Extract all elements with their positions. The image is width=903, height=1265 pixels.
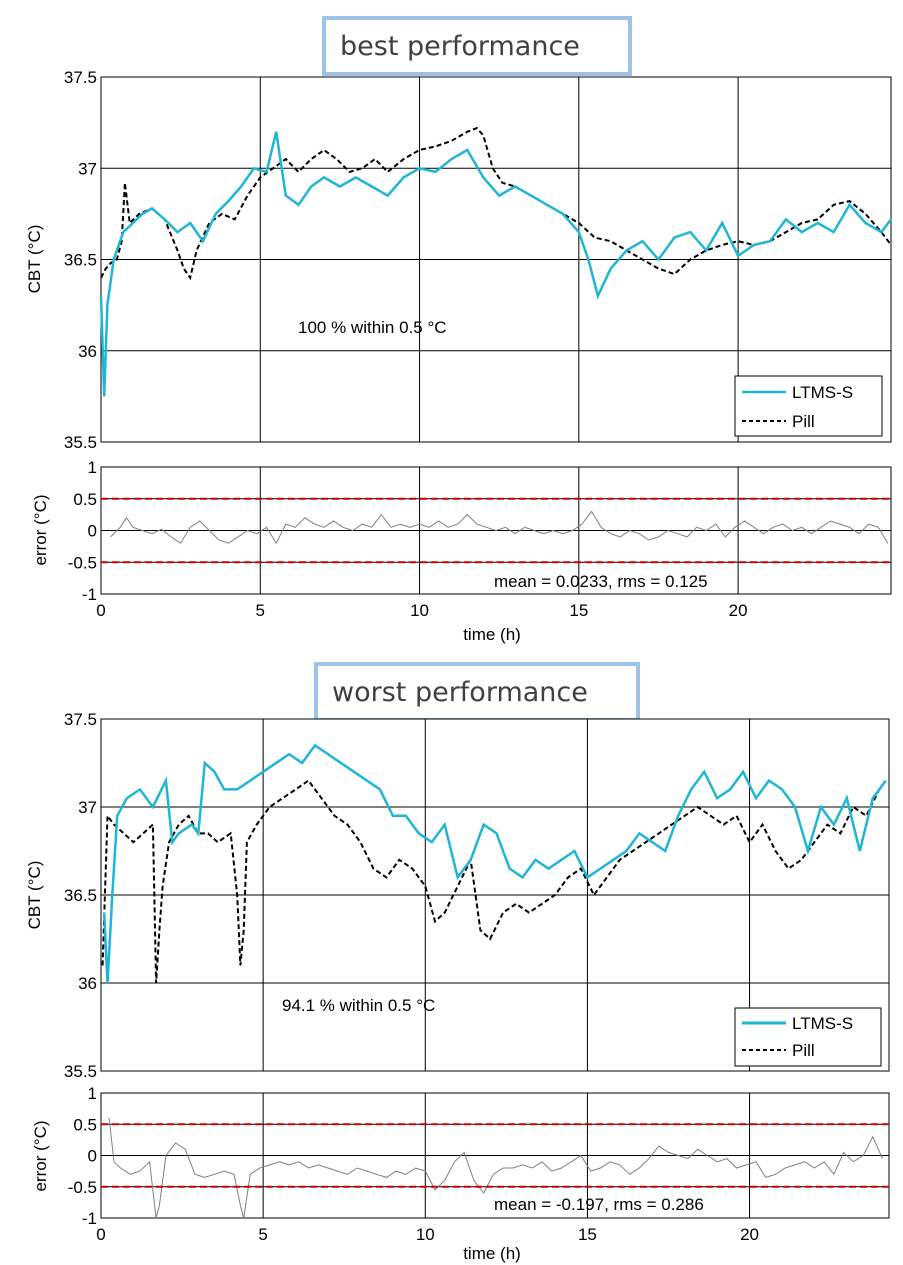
worst-cbt-panel: CBT (°C) 94.1 % within 0.5 °C LTMS-S Pil… [25, 710, 890, 1081]
chart-title-best-text: best performance [340, 30, 580, 62]
worst-error-ytick-label: 0 [88, 1147, 97, 1166]
worst-error-ytick-label: 1 [88, 1084, 97, 1103]
worst-error-ylabel: error (°C) [31, 1120, 50, 1191]
best-cbt-ltms-line [99, 131, 892, 397]
best-cbt-ytick-label: 36 [78, 342, 97, 361]
best-error-ytick-label: 1 [88, 458, 97, 477]
worst-error-panel: error (°C) mean = -0.197, rms = 0.286 ti… [31, 1084, 890, 1263]
best-error-xlabel: time (h) [463, 625, 521, 644]
worst-cbt-ltms-line [102, 743, 887, 984]
best-error-series-line [110, 510, 889, 545]
best-error-ylabel: error (°C) [31, 494, 50, 565]
worst-legend-box [734, 1007, 882, 1067]
best-cbt-panel: CBT (°C) 100 % within 0.5 °C LTMS-S Pill… [25, 68, 892, 452]
worst-cbt-ylabel: CBT (°C) [25, 861, 44, 930]
best-error-xtick-label: 0 [96, 601, 105, 620]
best-legend-box [734, 375, 883, 437]
best-cbt-ytick-label: 35.5 [64, 433, 97, 452]
best-within-annotation: 100 % within 0.5 °C [298, 318, 447, 337]
worst-cbt-ytick-label: 36.5 [64, 886, 97, 905]
worst-error-annotation: mean = -0.197, rms = 0.286 [494, 1195, 704, 1214]
worst-cbt-ytick-label: 36 [78, 974, 97, 993]
best-legend-ltms-label: LTMS-S [792, 383, 853, 402]
best-error-ytick-label: 0.5 [73, 490, 97, 509]
best-error-xtick-label: 10 [410, 601, 429, 620]
worst-error-grid [101, 1093, 889, 1218]
worst-error-ytick-label: -0.5 [68, 1178, 97, 1197]
best-cbt-ytick-label: 36.5 [64, 251, 97, 270]
worst-error-xtick-label: 10 [416, 1225, 435, 1244]
best-error-xtick-label: 20 [729, 601, 748, 620]
worst-error-xtick-label: 5 [258, 1225, 267, 1244]
chart-title-best: best performance [322, 16, 632, 76]
best-error-ytick-label: -0.5 [68, 553, 97, 572]
best-error-panel: error (°C) mean = 0.0233, rms = 0.125 ti… [31, 458, 892, 644]
worst-legend-pill-label: Pill [792, 1041, 815, 1060]
best-cbt-ytick-label: 37.5 [64, 68, 97, 87]
best-legend-pill-label: Pill [792, 412, 815, 431]
worst-within-annotation: 94.1 % within 0.5 °C [282, 996, 435, 1015]
worst-cbt-ytick-label: 37 [78, 798, 97, 817]
worst-error-xlabel: time (h) [463, 1244, 521, 1263]
worst-error-xtick-label: 0 [96, 1225, 105, 1244]
best-error-annotation: mean = 0.0233, rms = 0.125 [494, 572, 708, 591]
worst-error-xtick-label: 20 [740, 1225, 759, 1244]
worst-cbt-pill-line [101, 779, 887, 984]
best-cbt-ytick-label: 37 [78, 159, 97, 178]
chart-title-worst-text: worst performance [332, 676, 588, 708]
best-error-xtick-label: 15 [569, 601, 588, 620]
best-error-ytick-label: -1 [82, 585, 97, 604]
best-cbt-ylabel: CBT (°C) [25, 225, 44, 294]
best-legend: LTMS-S Pill [734, 375, 883, 437]
worst-cbt-grid [101, 719, 889, 1071]
worst-cbt-ytick-label: 37.5 [64, 710, 97, 729]
best-error-ytick-label: 0 [88, 522, 97, 541]
worst-error-ytick-label: 0.5 [73, 1115, 97, 1134]
worst-error-ytick-label: -1 [82, 1209, 97, 1228]
worst-legend-ltms-label: LTMS-S [792, 1014, 853, 1033]
worst-cbt-ytick-label: 35.5 [64, 1062, 97, 1081]
best-error-xtick-label: 5 [256, 601, 265, 620]
worst-error-xtick-label: 15 [578, 1225, 597, 1244]
worst-legend: LTMS-S Pill [734, 1007, 882, 1067]
